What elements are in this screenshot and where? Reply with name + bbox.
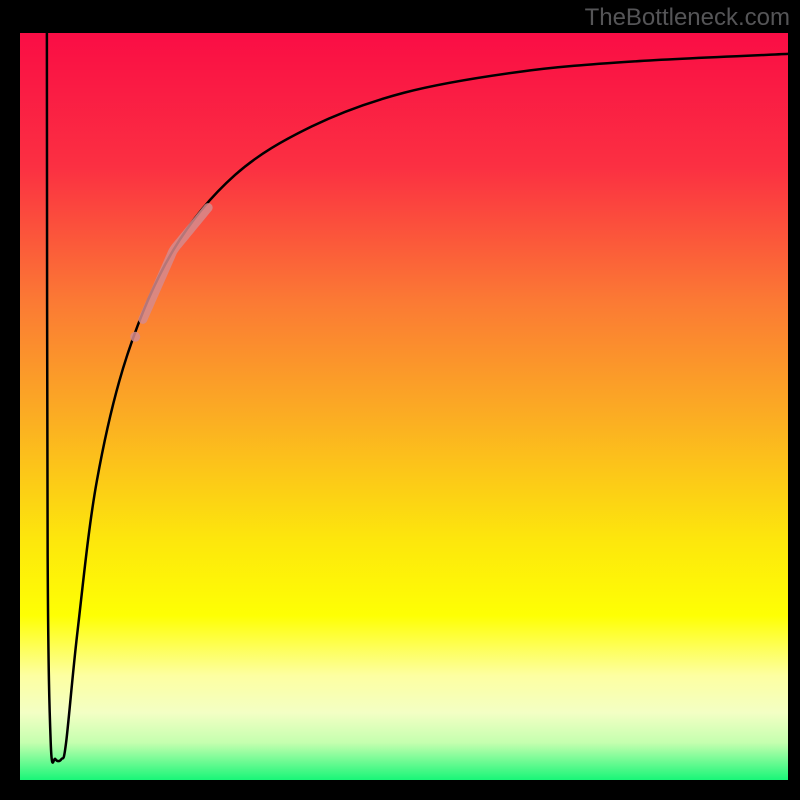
chart-container: TheBottleneck.com (0, 0, 800, 800)
gradient-plot-area (20, 33, 788, 780)
highlight-dot (130, 332, 140, 342)
watermark-text: TheBottleneck.com (585, 4, 790, 32)
bottleneck-chart (0, 0, 800, 800)
